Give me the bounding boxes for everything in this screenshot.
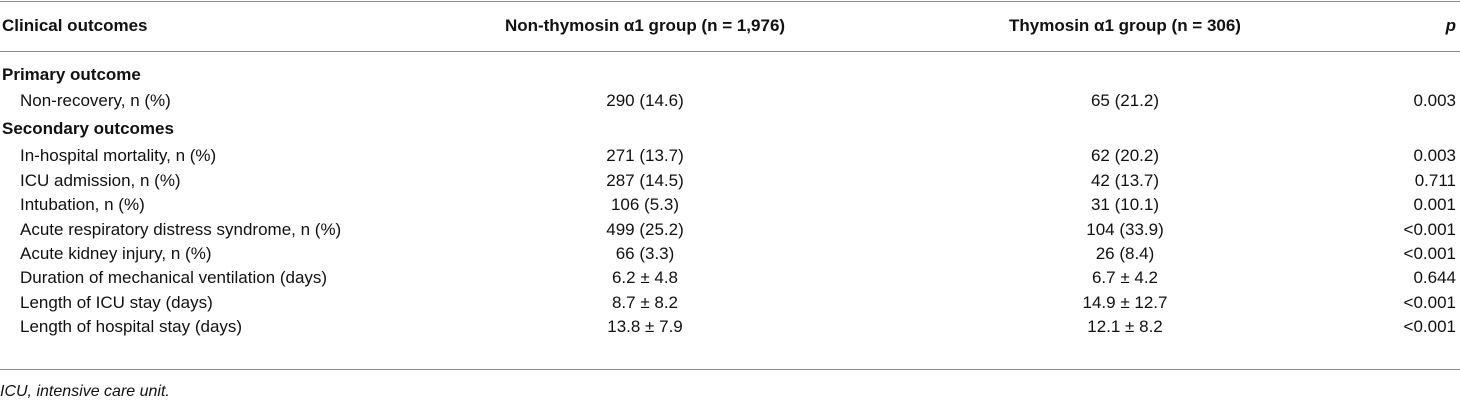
cell: 6.2 ± 4.8	[611, 268, 679, 288]
cell: Duration of mechanical ventilation (days…	[20, 268, 328, 288]
cell: 0.003	[1413, 146, 1456, 166]
cell: 290 (14.6)	[606, 91, 684, 110]
data-row: Intubation, n (%) 106 (5.3) 31 (10.1) 0.001	[0, 193, 1460, 217]
cell: 6.7 ± 4.2	[1091, 268, 1159, 288]
cell: 12.1 ± 8.2	[1087, 317, 1163, 337]
header-cell: p	[1445, 16, 1456, 35]
cell: 8.7 ± 8.2	[611, 292, 679, 312]
data-row: Duration of mechanical ventilation (days…	[0, 266, 1460, 290]
cell: 499 (25.2)	[606, 219, 684, 239]
data-row: Length of ICU stay (days) 8.7 ± 8.2 14.9 ±…	[0, 291, 1460, 315]
cell: 31 (10.1)	[1090, 195, 1160, 215]
header-rule	[0, 51, 1460, 52]
cell: 106 (5.3)	[610, 195, 680, 215]
header-cell: Non-thymosin α1 group (n = 1,976)	[504, 16, 786, 35]
footnote: ICU, intensive care unit.	[0, 383, 170, 400]
top-rule	[0, 1, 1460, 2]
header-row: Clinical outcomes Non-thymosin α1 group (…	[0, 14, 1460, 38]
cell: ICU admission, n (%)	[20, 170, 181, 190]
data-row: ICU admission, n (%) 287 (14.5) 42 (13.7) 0…	[0, 169, 1460, 193]
section-row: Primary outcome	[0, 63, 1460, 87]
cell: Intubation, n (%)	[20, 195, 145, 215]
cell: In-hospital mortality, n (%)	[20, 146, 217, 166]
cell: 104 (33.9)	[1086, 219, 1164, 239]
data-row: Non-recovery, n (%) 290 (14.6) 65 (21.2) 0.…	[0, 89, 1460, 113]
cell: Non-recovery, n (%)	[20, 91, 171, 110]
section-row: Secondary outcomes	[0, 117, 1460, 141]
data-row: In-hospital mortality, n (%) 271 (13.7) 62…	[0, 144, 1460, 168]
cell: <0.001	[1403, 292, 1456, 312]
section-title: Primary outcome	[2, 65, 141, 84]
cell: 42 (13.7)	[1090, 170, 1160, 190]
cell: 271 (13.7)	[606, 146, 684, 166]
cell: <0.001	[1403, 219, 1456, 239]
cell: 13.8 ± 7.9	[607, 317, 683, 337]
cell: 0.644	[1413, 268, 1456, 288]
data-row: Length of hospital stay (days) 13.8 ± 7.9…	[0, 315, 1460, 339]
data-row: Acute respiratory distress syndrome, n (…	[0, 218, 1460, 242]
cell: 14.9 ± 12.7	[1082, 292, 1168, 312]
cell: 26 (8.4)	[1095, 244, 1155, 263]
cell: 0.001	[1413, 195, 1456, 215]
cell: <0.001	[1403, 317, 1456, 337]
data-row: Acute kidney injury, n (%) 66 (3.3) 26 (8.…	[0, 242, 1460, 266]
cell: Acute kidney injury, n (%)	[20, 244, 212, 263]
cell: Acute respiratory distress syndrome, n (…	[20, 219, 342, 239]
cell: 62 (20.2)	[1090, 146, 1160, 166]
cell: <0.001	[1403, 244, 1456, 263]
cell: 65 (21.2)	[1090, 91, 1160, 110]
bottom-rule	[0, 369, 1460, 370]
header-cell: Thymosin α1 group (n = 306)	[1009, 16, 1241, 35]
cell: 287 (14.5)	[606, 170, 684, 190]
cell: 0.003	[1413, 91, 1456, 110]
cell: 66 (3.3)	[615, 244, 675, 263]
cell: Length of ICU stay (days)	[20, 292, 213, 312]
cell: Length of hospital stay (days)	[20, 317, 243, 337]
section-title: Secondary outcomes	[2, 119, 174, 139]
header-cell: Clinical outcomes	[2, 16, 148, 35]
cell: 0.711	[1414, 170, 1456, 190]
